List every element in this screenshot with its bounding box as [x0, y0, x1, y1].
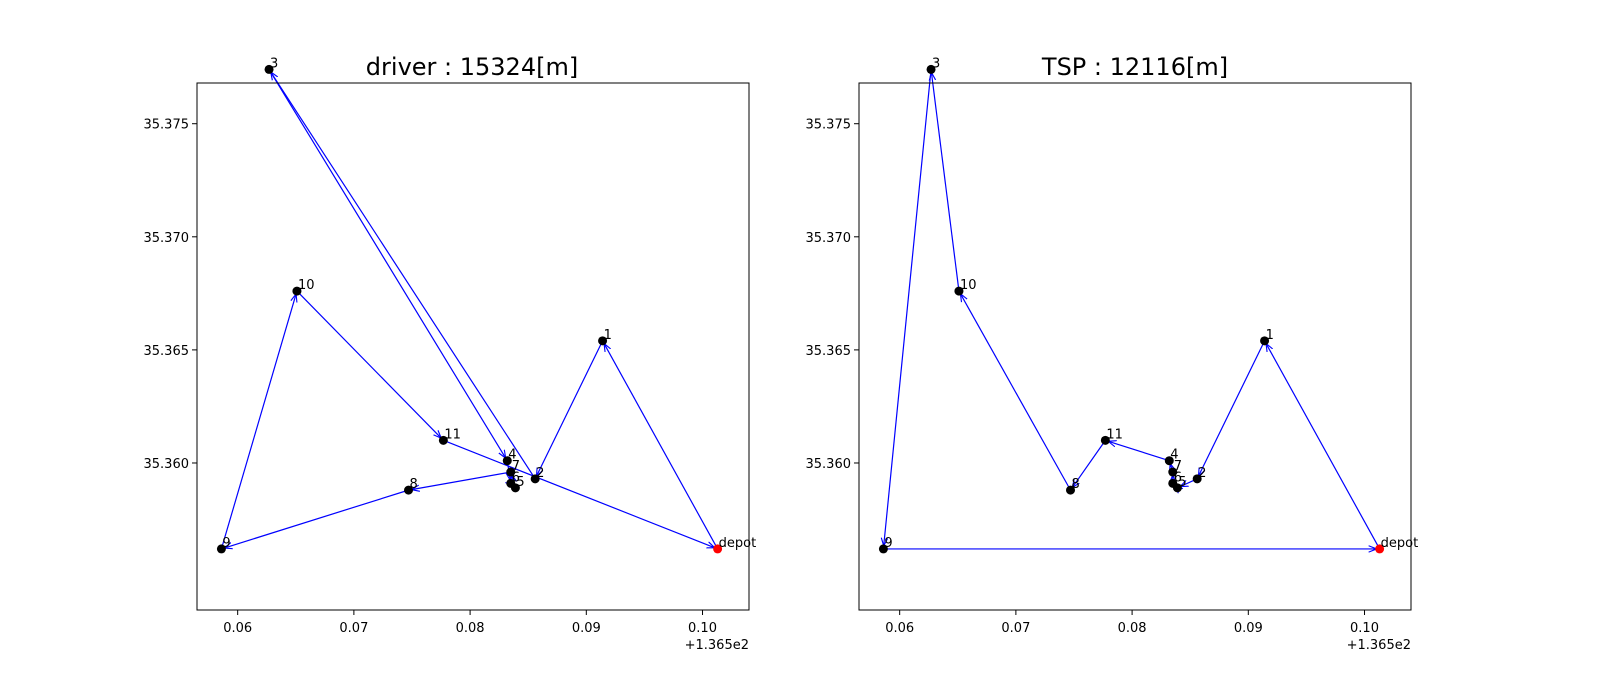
- depot-point: [1375, 544, 1385, 554]
- x-tick-label: 0.08: [456, 621, 485, 636]
- y-tick-label: 35.365: [144, 344, 190, 359]
- point-label: 11: [444, 427, 461, 442]
- point-label: 2: [1198, 466, 1206, 481]
- y-tick-label: 35.375: [144, 118, 190, 133]
- x-axis-ticks: 0.06 0.07 0.08 0.09 0.10: [885, 610, 1379, 636]
- route-segment: [296, 290, 441, 438]
- stop-point: [292, 286, 302, 296]
- y-axis-ticks: 35.360 35.365 35.370 35.375: [806, 118, 859, 472]
- point-label: 10: [298, 278, 315, 293]
- x-tick-label: 0.07: [339, 621, 368, 636]
- point-label: 5: [1178, 475, 1186, 490]
- x-tick-label: 0.08: [1118, 621, 1147, 636]
- stop-point: [598, 336, 608, 346]
- y-tick-label: 35.370: [806, 231, 852, 246]
- stop-point: [1100, 435, 1110, 445]
- route-segment: [536, 340, 604, 476]
- stop-point: [1192, 474, 1202, 484]
- point-label: 5: [516, 475, 524, 490]
- point-label: 7: [1174, 459, 1182, 474]
- point-label: 2: [536, 466, 544, 481]
- route-segment: [884, 69, 932, 546]
- stop-point: [216, 544, 226, 554]
- route-segment: [931, 72, 960, 292]
- x-tick-label: 0.10: [1350, 621, 1379, 636]
- stop-point: [506, 478, 516, 488]
- stop-point: [878, 544, 888, 554]
- point-label: 4: [1170, 448, 1178, 463]
- x-tick-label: 0.07: [1001, 621, 1030, 636]
- chart-title: driver : 15324[m]: [366, 53, 578, 81]
- stop-point: [438, 435, 448, 445]
- y-tick-label: 35.360: [144, 457, 190, 472]
- route-segment: [271, 72, 536, 480]
- point-label: 11: [1106, 427, 1123, 442]
- y-axis-ticks: 35.360 35.365 35.370 35.375: [144, 118, 197, 472]
- route-segment: [411, 471, 511, 490]
- route-lines: [220, 69, 719, 550]
- route-segment: [224, 489, 409, 548]
- x-tick-label: 0.06: [223, 621, 252, 636]
- stop-point: [1168, 478, 1178, 488]
- y-tick-label: 35.360: [806, 457, 852, 472]
- point-label: 9: [222, 536, 230, 551]
- stop-point: [954, 286, 964, 296]
- y-tick-label: 35.375: [806, 118, 852, 133]
- route-segment: [268, 69, 506, 458]
- stop-point: [926, 64, 936, 74]
- route-segment: [604, 343, 719, 550]
- point-label: 3: [270, 56, 278, 71]
- point-label: 1: [604, 328, 612, 343]
- route-lines: [883, 69, 1381, 550]
- point-label: depot: [719, 536, 757, 551]
- stop-point: [502, 456, 512, 466]
- x-tick-label: 0.09: [1234, 621, 1263, 636]
- point-label: 6: [1174, 470, 1182, 485]
- chart-title: TSP : 12116[m]: [1041, 53, 1228, 81]
- point-label: 10: [960, 278, 977, 293]
- x-tick-label: 0.10: [688, 621, 717, 636]
- axes-frame: [196, 82, 750, 611]
- stop-point: [1260, 336, 1270, 346]
- route-segment: [1072, 440, 1106, 487]
- x-axis-ticks: 0.06 0.07 0.08 0.09 0.10: [223, 610, 717, 636]
- point-label: 8: [1072, 477, 1080, 492]
- x-tick-label: 0.09: [572, 621, 601, 636]
- x-offset-label: +1.365e2: [1347, 638, 1411, 653]
- x-offset-label: +1.365e2: [685, 638, 749, 653]
- route-segment: [1198, 340, 1266, 476]
- depot-point: [713, 544, 723, 554]
- route-segment: [1266, 343, 1381, 550]
- route-segment: [220, 294, 296, 550]
- stop-point: [530, 474, 540, 484]
- point-label: 3: [932, 56, 940, 71]
- point-label: 8: [410, 477, 418, 492]
- point-label: 6: [512, 470, 520, 485]
- route-segment: [960, 294, 1072, 491]
- point-label: 9: [884, 536, 892, 551]
- stop-point: [1168, 467, 1178, 477]
- point-label: 4: [508, 448, 516, 463]
- axes-frame: [858, 82, 1412, 611]
- stop-point: [404, 485, 414, 495]
- stop-point: [264, 64, 274, 74]
- route-segment: [1108, 441, 1170, 462]
- stop-point: [1164, 456, 1174, 466]
- point-label: 1: [1266, 328, 1274, 343]
- point-label: 7: [512, 459, 520, 474]
- route-segment: [443, 439, 714, 547]
- point-label: depot: [1381, 536, 1419, 551]
- y-tick-label: 35.370: [144, 231, 190, 246]
- y-tick-label: 35.365: [806, 344, 852, 359]
- stop-point: [506, 467, 516, 477]
- x-tick-label: 0.06: [885, 621, 914, 636]
- stop-point: [1066, 485, 1076, 495]
